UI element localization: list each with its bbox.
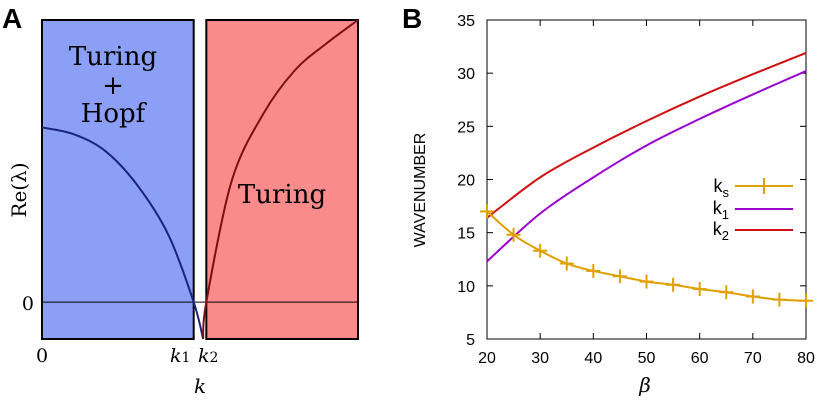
legend-k1-label: k1 [713, 198, 729, 222]
turing-region-label: Turing [238, 180, 326, 210]
b-y-tick-label: 20 [457, 173, 475, 190]
b-ticks: 20 30 40 50 60 70 80 5 10 15 20 25 30 35 [457, 13, 815, 367]
series-ks-point [692, 282, 707, 297]
series-ks-point [719, 285, 734, 300]
a-x-axis-title: k [194, 374, 206, 398]
b-x-tick-label: 60 [691, 350, 709, 367]
left-branch-curve [41, 126, 205, 340]
b-y-tick-label: 5 [466, 332, 475, 349]
series-ks-point [612, 269, 627, 284]
b-x-tick-label: 30 [531, 350, 549, 367]
legend-k2-label: k2 [713, 219, 729, 243]
b-y-tick-label: 35 [457, 13, 475, 30]
b-y-tick-label: 15 [457, 226, 475, 243]
b-x-tick-label: 50 [638, 350, 656, 367]
series-ks-point [480, 204, 494, 219]
b-plot-frame [486, 19, 807, 340]
panel-a-label: A [2, 3, 22, 34]
series-ks-point [666, 277, 681, 292]
legend-ks-label: ks [714, 176, 730, 200]
series-ks-point [745, 289, 760, 304]
b-y-axis-title: WAVENUMBER [412, 133, 429, 248]
series-k1-line [486, 70, 807, 263]
b-y-tick-label: 25 [457, 119, 475, 136]
right-branch-curve [202, 19, 359, 340]
b-series [480, 52, 813, 308]
series-k2-line [486, 52, 807, 219]
a-x-tick-0: 0 [36, 345, 48, 367]
series-ks-point [799, 293, 813, 308]
a-x-tick-k1: k1 [170, 345, 190, 367]
legend: ks k1 k2 [713, 176, 793, 243]
series-ks-point [772, 292, 787, 307]
series-ks-point [533, 243, 548, 258]
series-ks-point [586, 263, 601, 278]
a-x-tick-k2: k2 [198, 345, 218, 367]
series-ks-point [506, 227, 521, 242]
region-label-line-1: Turing [69, 42, 157, 72]
b-x-tick-label: 20 [478, 350, 496, 367]
region-label-line-3: Hopf [81, 99, 148, 129]
b-x-axis-title: β [638, 373, 651, 397]
b-y-tick-label: 10 [457, 279, 475, 296]
series-ks-point [559, 256, 574, 271]
b-x-tick-label: 80 [797, 350, 815, 367]
b-y-tick-label: 30 [457, 66, 475, 83]
panel-b-plot: 20 30 40 50 60 70 80 5 10 15 20 25 30 35 WAVENUMBER β… [412, 13, 815, 397]
a-y-tick-0: 0 [22, 293, 34, 315]
panel-a-plot: Turing + Hopf Turing 0 k1 k2 0 k Re(λ) [7, 19, 359, 398]
series-ks-point [639, 274, 654, 289]
a-y-axis-title: Re(λ) [7, 162, 31, 217]
panel-b-label: B [402, 3, 422, 34]
turing-hopf-region [41, 19, 195, 340]
b-x-tick-label: 40 [584, 350, 602, 367]
region-label-line-2: + [102, 71, 124, 101]
b-x-tick-label: 70 [744, 350, 762, 367]
